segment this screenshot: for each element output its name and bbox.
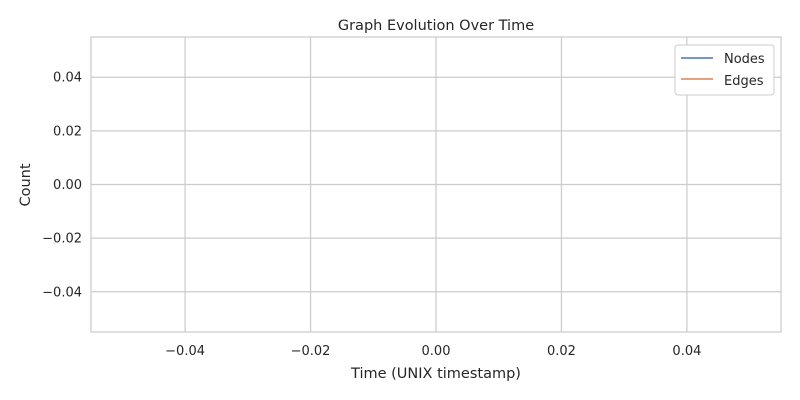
x-tick-label: −0.02 — [291, 344, 331, 359]
x-axis-label: Time (UNIX timestamp) — [350, 366, 521, 382]
x-tick-label: 0.02 — [547, 344, 576, 359]
y-tick-label: −0.02 — [42, 232, 82, 247]
y-tick-label: −0.04 — [42, 285, 82, 300]
legend: Nodes Edges — [674, 44, 775, 96]
chart-title: Graph Evolution Over Time — [338, 18, 534, 34]
x-tick-label: 0.04 — [672, 344, 701, 359]
legend-label-edges: Edges — [724, 74, 764, 89]
y-axis-label: Count — [18, 163, 34, 206]
y-tick-label: 0.04 — [53, 71, 82, 86]
y-tick-label: 0.00 — [53, 178, 82, 193]
tick-labels: −0.04 −0.02 0.00 0.02 0.04 −0.04 −0.02 0.00 0.02… — [42, 71, 701, 359]
y-tick-label: 0.02 — [53, 124, 82, 139]
grid-lines — [91, 37, 781, 332]
legend-label-nodes: Nodes — [724, 52, 765, 67]
plot-frame — [90, 36, 782, 333]
x-tick-label: 0.00 — [422, 344, 451, 359]
x-tick-label: −0.04 — [165, 344, 205, 359]
